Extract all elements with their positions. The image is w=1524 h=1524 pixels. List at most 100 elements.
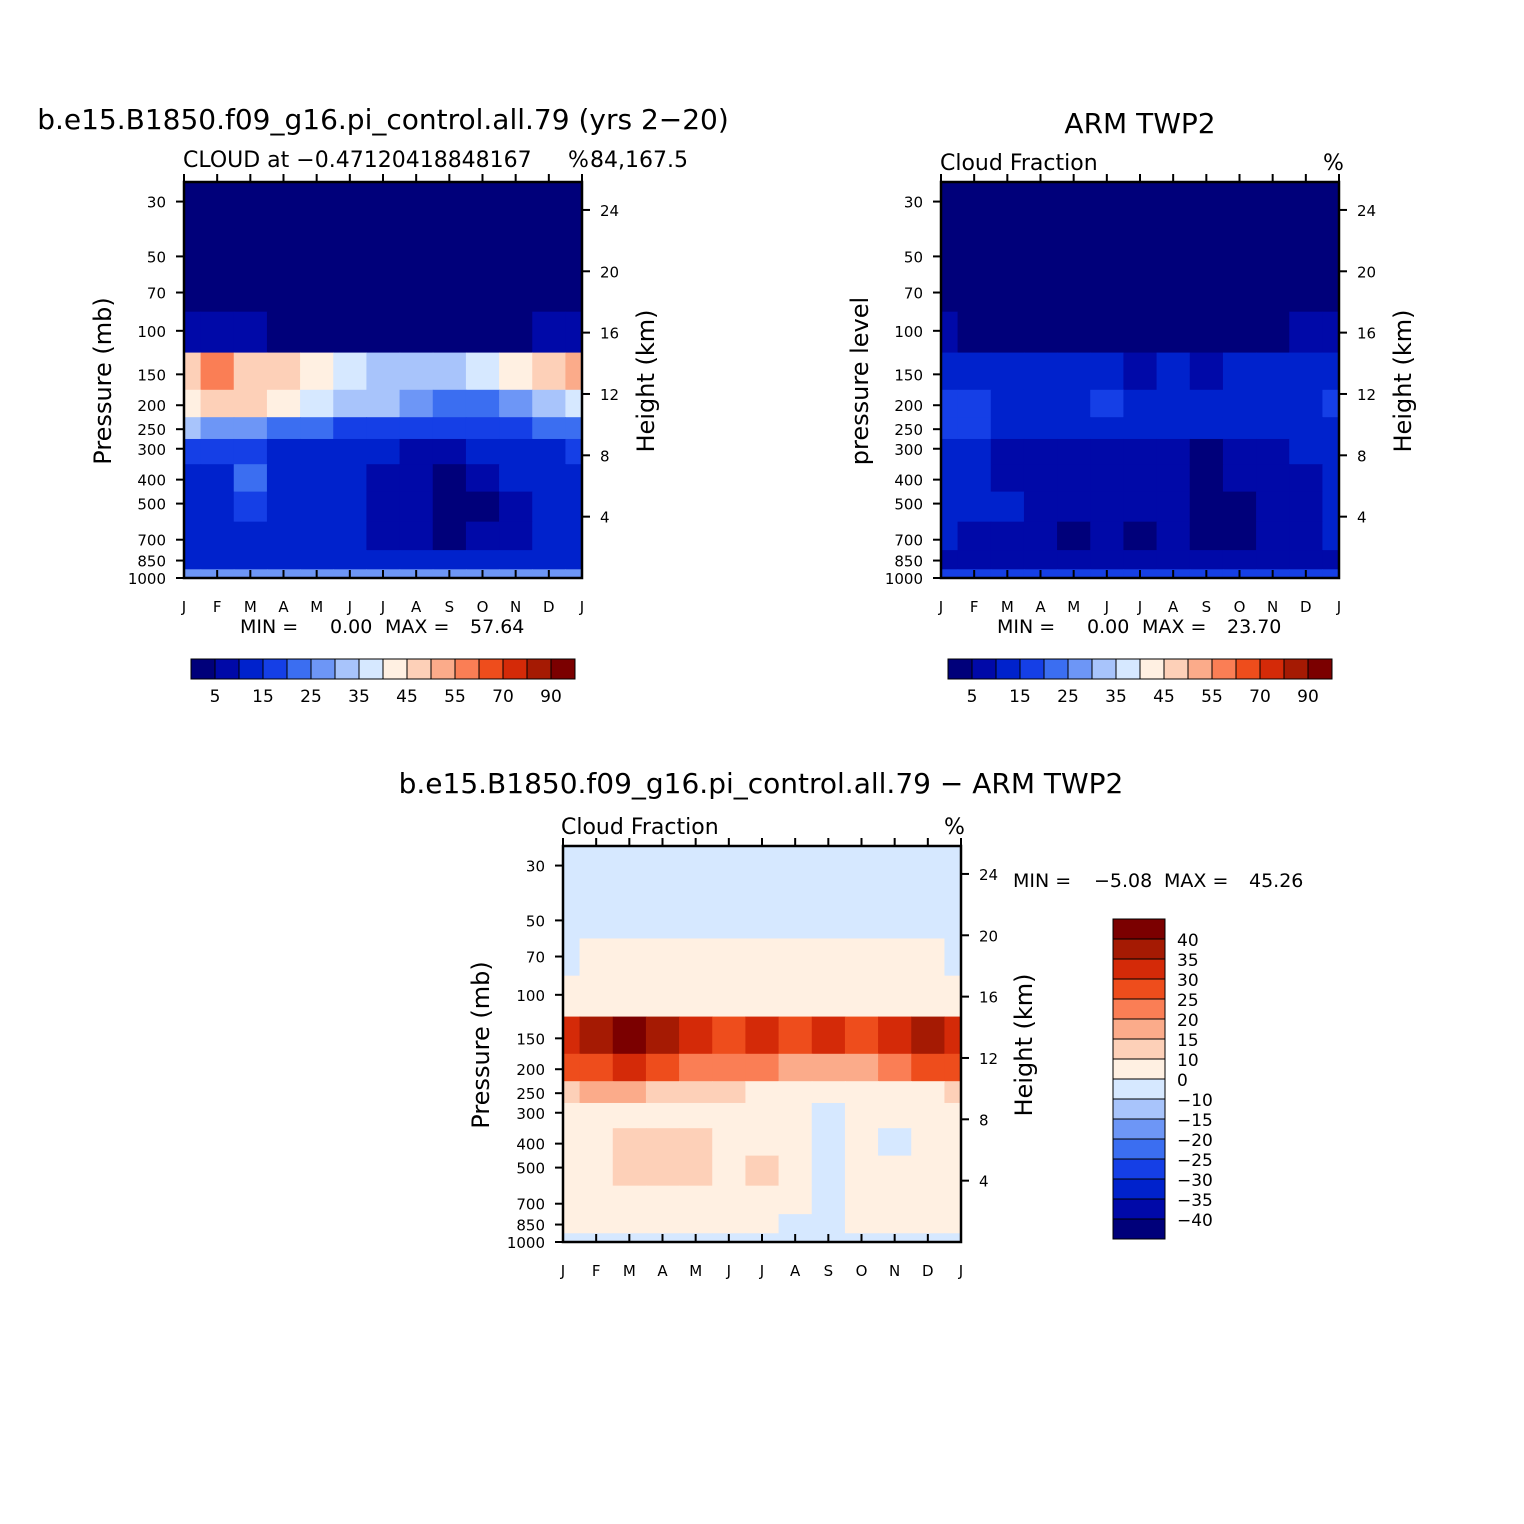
diff-cell xyxy=(844,1081,879,1104)
obs-cell xyxy=(1189,491,1224,523)
diff-xtick-label: J xyxy=(560,1262,565,1280)
model-cell xyxy=(184,182,202,230)
obs-cell xyxy=(1256,521,1290,551)
obs-y2tick-label: 16 xyxy=(1357,325,1376,343)
model-cell xyxy=(184,228,202,276)
diff-cell xyxy=(844,1214,879,1234)
obs-cell xyxy=(1023,311,1058,354)
diff-ytick-label: 150 xyxy=(516,1030,545,1048)
panel-diff: b.e15.B1850.f09_g16.pi_control.all.79 − … xyxy=(399,767,1304,1280)
diff-cell xyxy=(679,1128,713,1157)
diff-cell xyxy=(645,975,680,1018)
model-cell xyxy=(333,274,368,313)
diff-xtick-label: J xyxy=(958,1262,963,1280)
obs-cell xyxy=(957,417,992,440)
obs-cell xyxy=(1090,521,1125,551)
obs-colorbar-swatch xyxy=(1139,658,1165,680)
obs-cell xyxy=(1123,464,1158,493)
model-cell xyxy=(200,464,235,493)
model-cell xyxy=(565,228,582,276)
diff-cell xyxy=(712,1214,747,1234)
obs-ytick-label: 300 xyxy=(894,441,923,459)
obs-cell xyxy=(1189,182,1224,230)
obs-cell xyxy=(1023,228,1058,276)
model-cell xyxy=(366,438,401,465)
obs-cell xyxy=(941,311,959,354)
model-y2tick-label: 24 xyxy=(600,202,619,220)
obs-cell xyxy=(1256,389,1290,418)
obs-cell xyxy=(1057,182,1091,230)
model-cell xyxy=(565,464,582,493)
diff-y2tick-label: 4 xyxy=(979,1173,989,1191)
obs-colorbar-swatch xyxy=(1043,658,1069,680)
model-cell xyxy=(432,311,467,354)
diff-colorbar-label: −20 xyxy=(1177,1131,1213,1151)
diff-colorbar-swatch xyxy=(1112,1018,1166,1040)
obs-cell xyxy=(1156,438,1191,465)
model-unit: % xyxy=(568,148,589,173)
obs-cell xyxy=(1057,228,1091,276)
diff-xtick-label: F xyxy=(592,1262,601,1280)
model-cell xyxy=(333,438,368,465)
diff-cell xyxy=(563,1233,581,1242)
obs-ytick-label: 500 xyxy=(894,496,923,514)
diff-cell xyxy=(745,938,780,977)
obs-cell xyxy=(1256,311,1290,354)
model-cell xyxy=(300,550,334,570)
diff-cell xyxy=(645,938,680,977)
model-cell xyxy=(565,274,582,313)
model-cell xyxy=(300,389,334,418)
model-cell xyxy=(200,389,235,418)
model-min-value: 0.00 xyxy=(330,616,372,638)
obs-cell xyxy=(1156,182,1191,230)
diff-cell xyxy=(745,1214,780,1234)
model-cell xyxy=(565,182,582,230)
diff-cell xyxy=(911,846,946,894)
diff-cell xyxy=(563,1053,581,1082)
model-cell xyxy=(465,464,500,493)
diff-cell xyxy=(563,846,581,894)
obs-cell xyxy=(1322,274,1339,313)
diff-cell xyxy=(712,1185,747,1215)
model-y2tick-label: 16 xyxy=(600,325,619,343)
obs-cell xyxy=(957,274,992,313)
obs-cell xyxy=(1090,352,1125,391)
diff-cell xyxy=(712,892,747,940)
model-xtick-label: J xyxy=(347,598,352,616)
diff-ytick-label: 400 xyxy=(516,1136,545,1154)
diff-cell xyxy=(612,1081,647,1104)
obs-cell xyxy=(1156,491,1191,523)
obs-cell xyxy=(1156,464,1191,493)
model-cell xyxy=(366,464,401,493)
obs-stats: MIN = 0.00 MAX = 23.70 xyxy=(997,616,1281,638)
diff-cell xyxy=(579,1016,614,1055)
model-cell xyxy=(532,491,567,523)
obs-cell xyxy=(1090,464,1125,493)
obs-cell xyxy=(1322,521,1339,551)
diff-axes: J F M A M J J A S O N D J 30 50 70 100 150 200 250 300 400 500… xyxy=(507,838,998,1280)
model-cell xyxy=(233,464,268,493)
diff-cell xyxy=(679,892,713,940)
model-colorbar-label: 70 xyxy=(492,687,514,707)
model-cell xyxy=(200,274,235,313)
obs-cell xyxy=(1222,311,1257,354)
diff-cell xyxy=(612,1016,647,1055)
model-xtick-label: O xyxy=(477,598,489,616)
diff-xtick-label: J xyxy=(759,1262,764,1280)
model-cell xyxy=(233,417,268,440)
obs-xtick-label: J xyxy=(1104,598,1109,616)
model-colorbar-label: 5 xyxy=(210,687,221,707)
obs-axes: J F M A M J J A S O N D J 30 50 70 100 150 200 250 300 400 500… xyxy=(885,174,1376,616)
obs-y2tick-label: 20 xyxy=(1357,263,1376,281)
obs-colorbar-swatch xyxy=(1307,658,1333,680)
obs-max-label: MAX = xyxy=(1142,616,1206,638)
diff-cell xyxy=(778,975,813,1018)
diff-cell xyxy=(878,1053,912,1082)
obs-colorbar-label: 5 xyxy=(967,687,978,707)
model-cell xyxy=(399,438,434,465)
model-cell xyxy=(499,228,533,276)
obs-heatmap xyxy=(941,182,1339,578)
model-cell xyxy=(366,521,401,551)
diff-colorbar-swatch xyxy=(1112,1058,1166,1080)
diff-colorbar-swatch xyxy=(1112,998,1166,1020)
